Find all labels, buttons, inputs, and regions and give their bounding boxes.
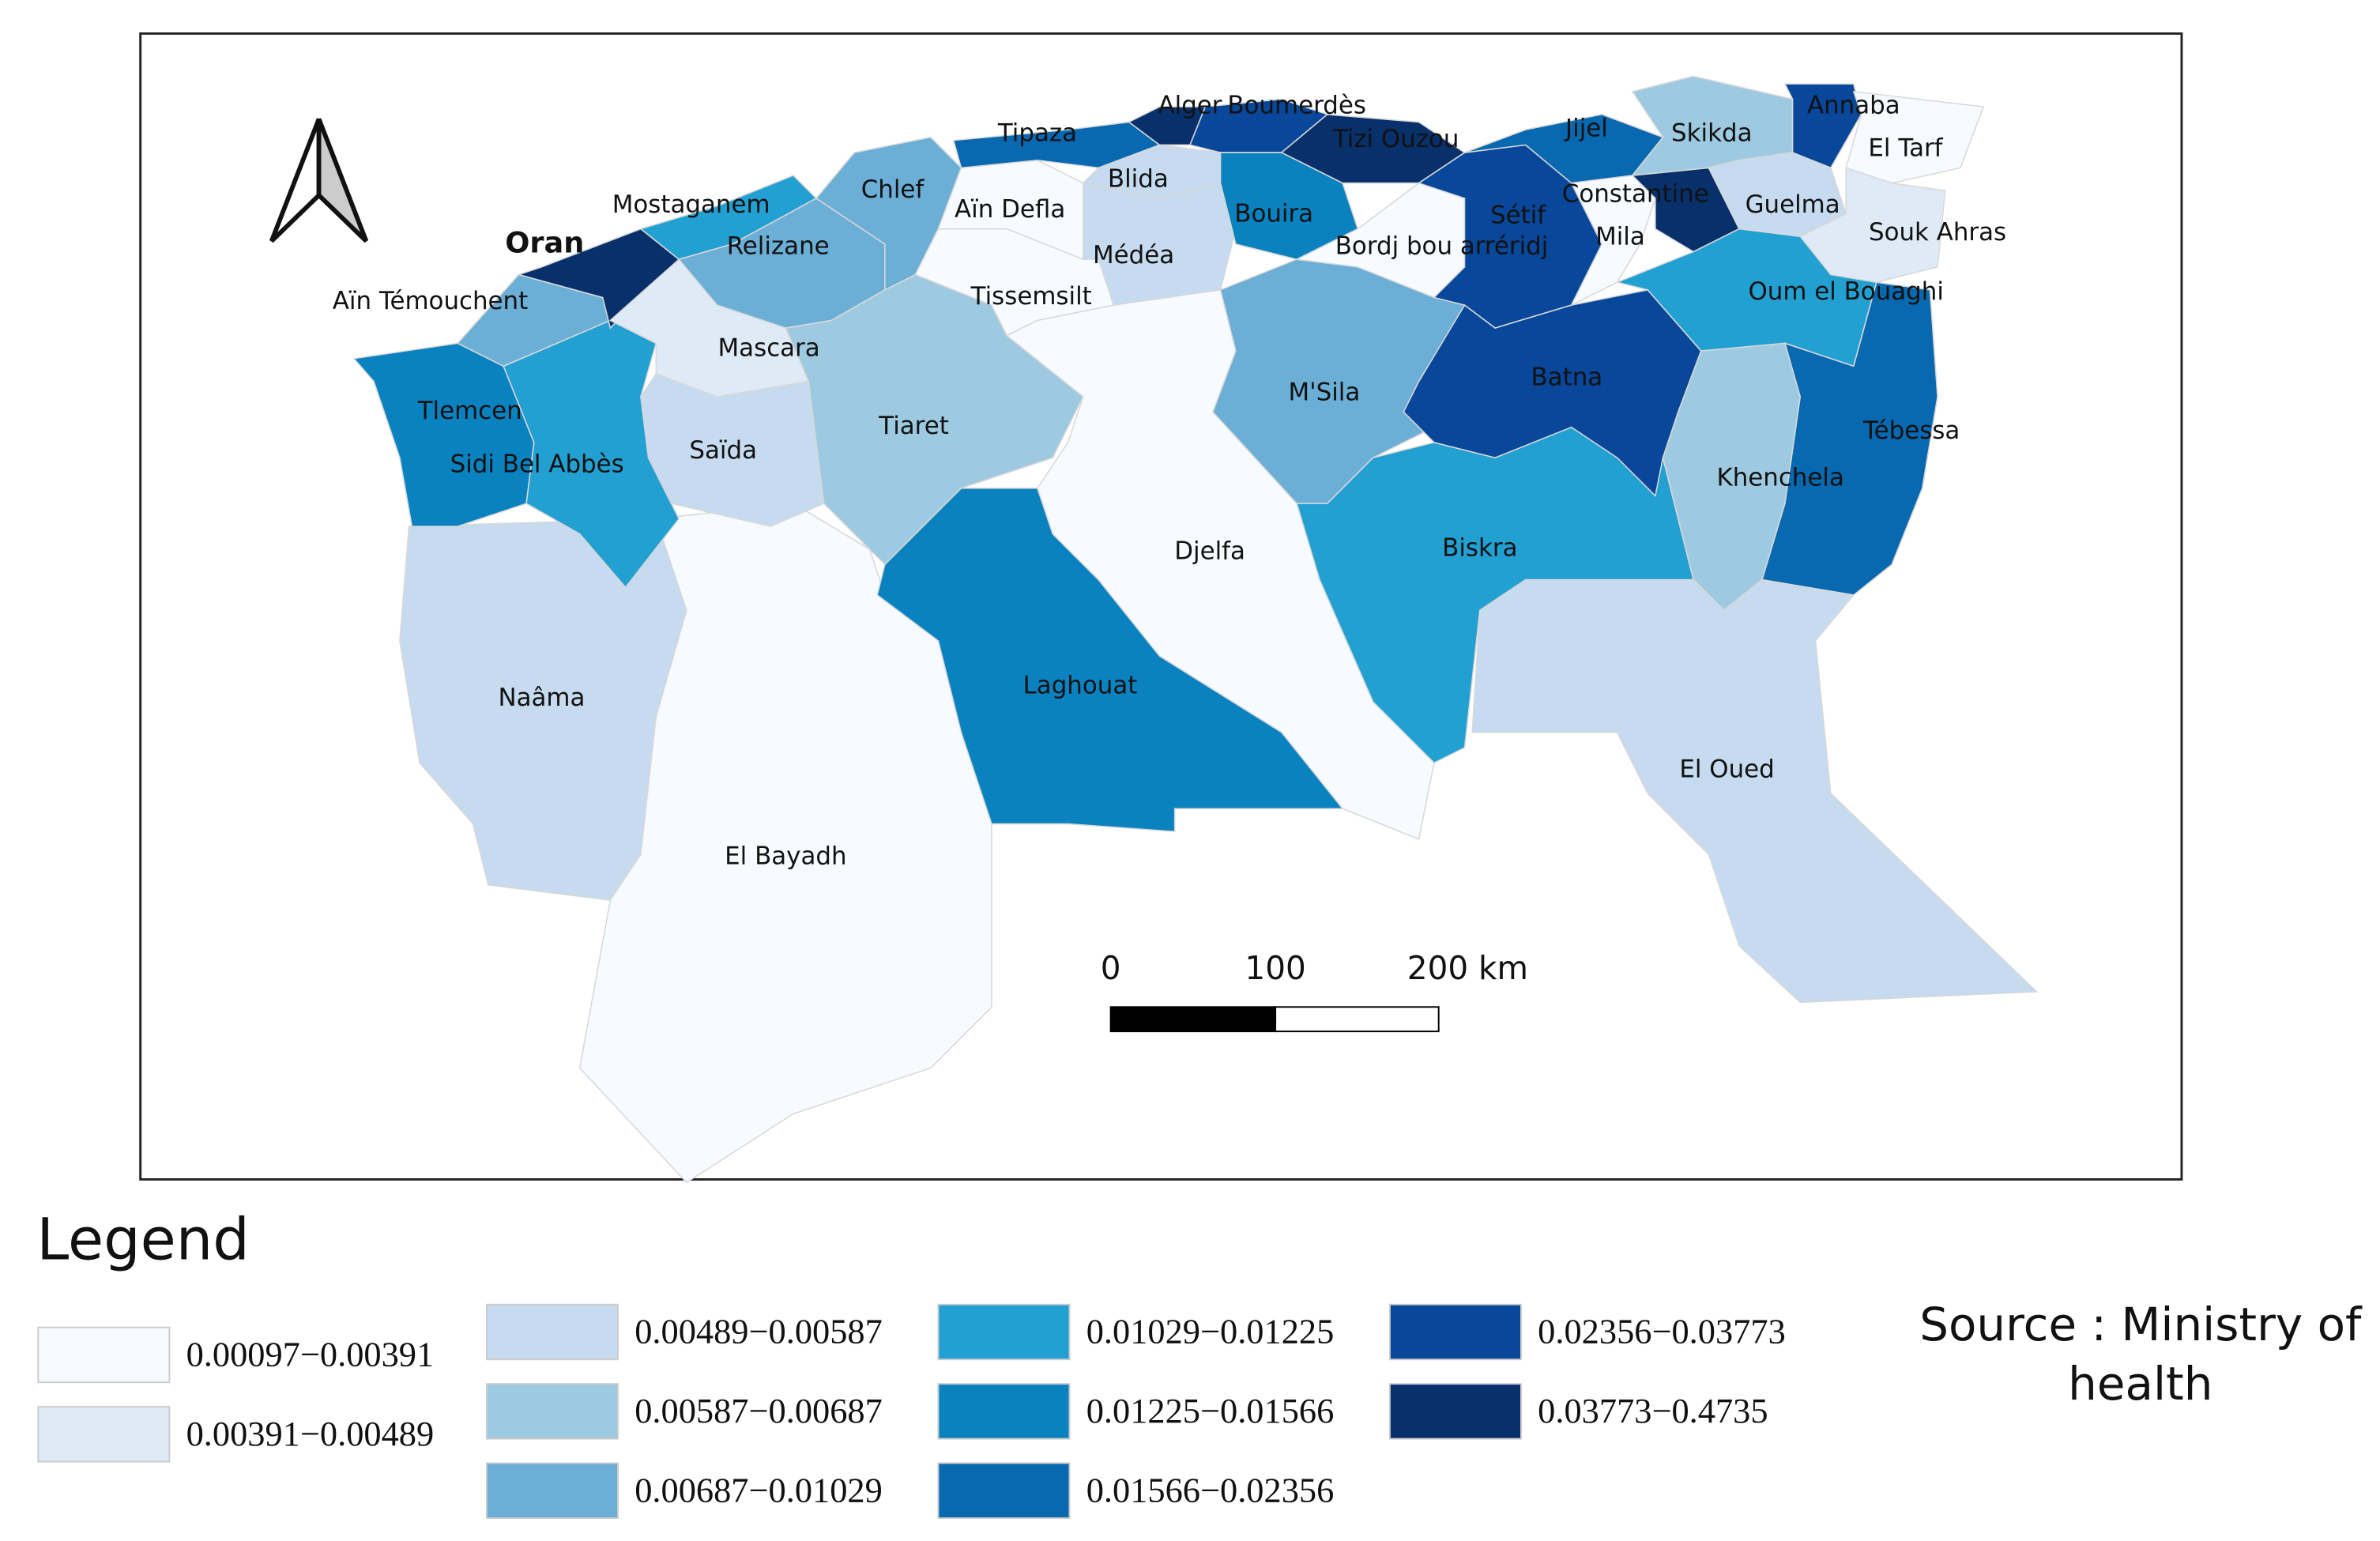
legend-label: 0.00097−0.00391 <box>186 1335 435 1374</box>
province-label: Annaba <box>1807 92 1900 120</box>
scale-bar-black <box>1109 1006 1277 1033</box>
province-label: M'Sila <box>1288 379 1360 407</box>
scale-bar-white <box>1275 1006 1440 1033</box>
province-label: Naâma <box>498 684 585 712</box>
province-label: Chlef <box>861 175 925 204</box>
legend-label: 0.01225−0.01566 <box>1086 1391 1335 1430</box>
province-label: El Bayadh <box>725 842 846 871</box>
province-label: Aïn Defla <box>955 195 1065 224</box>
province-label: Djelfa <box>1174 537 1245 565</box>
scale-label: 0 <box>1101 949 1121 987</box>
province-labels: Naâma El Bayadh Tlemcen Sidi Bel Abbès Aïn T… <box>333 92 2006 871</box>
legend-label: 0.03773−0.4735 <box>1538 1391 1768 1430</box>
province-label: Alger <box>1158 92 1222 120</box>
source-text: health <box>2068 1357 2212 1411</box>
province-label: El Oued <box>1679 755 1774 784</box>
province-label: Skikda <box>1671 119 1752 147</box>
province-label: Saïda <box>689 436 757 465</box>
legend-label: 0.00489−0.00587 <box>635 1312 883 1351</box>
legend-label: 0.00391−0.00489 <box>186 1414 435 1453</box>
province-label: Oran <box>505 225 584 259</box>
province-label: Blida <box>1108 164 1169 193</box>
legend-label: 0.00687−0.01029 <box>635 1470 883 1509</box>
province-label: Biskra <box>1442 534 1517 563</box>
province-label: Sidi Bel Abbès <box>450 450 624 478</box>
legend-swatch <box>485 1462 619 1520</box>
legend-swatch <box>937 1303 1071 1361</box>
legend-label: 0.01029−0.01225 <box>1086 1312 1335 1351</box>
scale-label: 100 <box>1245 949 1305 987</box>
province-label: Tissemsilt <box>970 282 1092 311</box>
province-label: El Tarf <box>1868 134 1943 163</box>
legend-swatch <box>937 1383 1071 1440</box>
source-text: Source : Ministry of <box>1919 1298 2363 1351</box>
province <box>1471 578 2039 1004</box>
province-label: Jijel <box>1564 115 1608 143</box>
legend-swatch <box>937 1462 1071 1520</box>
legend-label: 0.00587−0.00687 <box>635 1391 883 1430</box>
province-label: Souk Ahras <box>1869 218 2006 247</box>
legend-label: 0.01566−0.02356 <box>1086 1470 1335 1509</box>
province <box>876 488 1344 833</box>
province <box>1761 281 1938 596</box>
province-label: Laghouat <box>1023 671 1138 699</box>
legend-swatch <box>37 1406 171 1463</box>
scale-bar: 0 100 200 km <box>1101 949 1528 1033</box>
province <box>578 503 992 1184</box>
legend-swatch <box>1388 1303 1522 1361</box>
province-label: Tlemcen <box>417 397 522 425</box>
province-label: Khenchela <box>1716 464 1843 492</box>
province-label: Oum el Bouaghi <box>1748 277 1943 306</box>
legend-swatch <box>1388 1383 1522 1440</box>
province-label: Constantine <box>1562 180 1709 209</box>
province-label: Sétif <box>1490 202 1546 230</box>
north-arrow-right <box>316 118 369 243</box>
legend: 0.00097−0.00391 0.00391−0.00489 0.00489−0.… <box>37 1303 1786 1520</box>
province-label: Tipaza <box>997 119 1077 147</box>
province-label: Tiaret <box>878 412 949 440</box>
province-label: Tizi Ouzou <box>1332 125 1459 153</box>
province-label: Bordj bou arréridj <box>1335 232 1549 260</box>
legend-title: Legend <box>36 1207 249 1274</box>
province-label: Mascara <box>718 334 820 363</box>
province-label: Guelma <box>1745 190 1840 219</box>
province-label: Bouira <box>1234 200 1313 228</box>
scale-label: 200 km <box>1407 949 1528 987</box>
provinces <box>352 75 2039 1184</box>
province-label: Relizane <box>727 232 830 260</box>
legend-swatch <box>37 1326 171 1384</box>
legend-label: 0.02356−0.03773 <box>1538 1312 1786 1351</box>
legend-swatch <box>485 1383 619 1440</box>
province-label: Médéa <box>1093 241 1174 269</box>
province-label: Boumerdès <box>1227 92 1366 120</box>
north-arrow <box>269 118 369 243</box>
legend-swatch <box>485 1303 619 1361</box>
province-label: Mostaganem <box>612 190 770 219</box>
province-label: Batna <box>1531 363 1603 391</box>
province-label: Mila <box>1595 223 1645 251</box>
province-label: Aïn Témouchent <box>333 287 528 315</box>
province-label: Tébessa <box>1862 416 1960 445</box>
